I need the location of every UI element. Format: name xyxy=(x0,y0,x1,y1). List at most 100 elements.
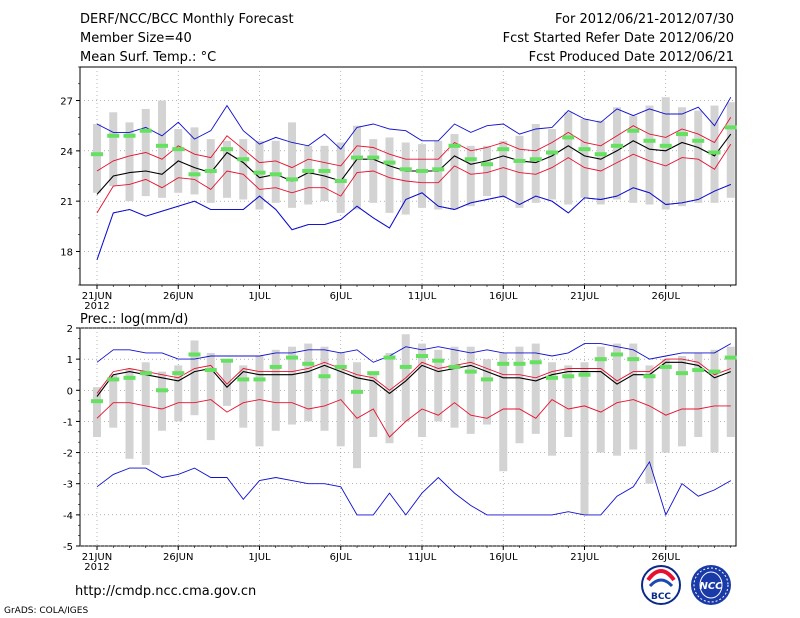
prec-observed-mark xyxy=(221,358,233,363)
temp-series-upper xyxy=(96,96,732,150)
temp-observed-mark xyxy=(253,170,266,175)
prec-member-range-bar xyxy=(726,346,735,437)
temp-member-range-bar xyxy=(596,120,605,205)
temp-member-range-bar xyxy=(629,115,638,203)
temp-member-range-bar xyxy=(418,144,426,208)
prec-observed-mark xyxy=(253,377,266,382)
temp-observed-mark xyxy=(139,128,152,133)
prec-member-range-bar xyxy=(255,356,264,447)
temp-x-tick-label: 21JUL xyxy=(570,291,599,302)
temp-member-range-bar xyxy=(239,139,248,200)
temp-member-range-bar xyxy=(434,140,443,210)
temp-observed-mark xyxy=(546,150,558,155)
prec-series-min xyxy=(96,460,732,517)
prec-member-range-bar xyxy=(661,359,670,453)
prec-observed-mark xyxy=(123,375,136,380)
produced-date: Fcst Produced Date 2012/06/21 xyxy=(529,50,734,65)
prec-observed-mark xyxy=(269,364,282,369)
prec-observed-mark xyxy=(91,399,103,404)
temp-y-tick-label: 24 xyxy=(60,147,73,158)
temp-y-tick-label: 21 xyxy=(60,197,73,208)
prec-observed-mark xyxy=(107,377,120,382)
prec-observed-mark xyxy=(513,361,526,366)
grads-credit: GrADS: COLA/IGES xyxy=(4,606,88,616)
prec-member-range-bar xyxy=(385,352,394,444)
temp-member-range-bar xyxy=(93,124,101,193)
prec-member-range-bar xyxy=(710,349,719,453)
prec-observed-mark xyxy=(594,357,607,362)
prec-observed-mark xyxy=(302,361,315,366)
prec-member-range-bar xyxy=(158,371,166,431)
temp-observed-mark xyxy=(172,147,185,152)
temp-observed-mark xyxy=(107,133,120,138)
prec-x-tick-label: 26JUL xyxy=(651,552,680,563)
temp-observed-mark xyxy=(578,147,591,152)
temp-member-range-bar xyxy=(336,142,345,213)
temp-member-range-bar xyxy=(613,107,621,200)
precipitation-variable-label: Prec.: log(mm/d) xyxy=(80,312,188,327)
temp-observed-mark xyxy=(432,167,445,172)
temp-observed-mark xyxy=(643,138,656,143)
temp-member-range-bar xyxy=(288,122,296,208)
prec-observed-mark xyxy=(367,371,380,376)
temp-x-tick-label: 11JUL xyxy=(408,291,437,302)
prec-x-tick-label: 16JUL xyxy=(489,552,518,563)
temp-member-range-bar xyxy=(645,105,654,205)
prec-y-tick-label: -3 xyxy=(63,480,73,491)
prec-series-max xyxy=(96,343,732,363)
temp-member-range-bar xyxy=(320,145,329,202)
temp-observed-mark xyxy=(318,168,331,173)
prec-member-range-bar xyxy=(271,349,280,431)
temp-member-range-bar xyxy=(515,135,524,208)
temp-observed-mark xyxy=(611,143,623,148)
temp-observed-mark xyxy=(367,155,380,160)
prec-member-range-bar xyxy=(93,387,101,437)
prec-observed-mark xyxy=(578,372,591,377)
bcc-logo: BCC xyxy=(641,565,681,605)
prec-member-range-bar xyxy=(141,362,150,466)
prec-x-tick-label: 21JUL xyxy=(570,552,599,563)
prec-observed-mark xyxy=(529,360,542,365)
prec-member-range-bar xyxy=(190,340,199,416)
prec-observed-mark xyxy=(156,388,168,393)
prec-observed-mark xyxy=(643,374,656,379)
temp-member-range-bar xyxy=(661,97,670,210)
prec-member-range-bar xyxy=(613,343,621,456)
temp-plot-frame xyxy=(79,66,737,286)
temp-member-range-bar xyxy=(694,110,703,203)
temp-series-spread_lo xyxy=(96,143,732,214)
temp-observed-mark xyxy=(188,172,201,177)
prec-x-tick-label: 26JUN xyxy=(163,552,193,563)
prec-observed-mark xyxy=(188,352,201,357)
temp-observed-mark xyxy=(724,125,737,130)
temp-member-range-bar xyxy=(223,140,231,198)
prec-y-tick-label: -2 xyxy=(63,449,73,460)
temp-observed-mark xyxy=(448,143,461,148)
prec-y-tick-label: 2 xyxy=(67,324,73,335)
prec-observed-mark xyxy=(676,371,688,376)
temp-member-range-bar xyxy=(271,140,280,203)
temp-y-tick-label: 18 xyxy=(60,247,73,258)
prec-observed-mark xyxy=(432,358,445,363)
source-url[interactable]: http://cmdp.ncc.cma.gov.cn xyxy=(75,584,256,599)
prec-member-range-bar xyxy=(531,343,540,434)
temp-observed-mark xyxy=(156,143,168,148)
prec-x-tick-label: 6JUL xyxy=(330,552,353,563)
prec-observed-mark xyxy=(318,374,331,379)
prec-member-range-bar xyxy=(125,368,134,459)
precipitation-panel: -5 -4 -3 -2 -1 0 1 2 21JUN 26JUN 1JUL 6JUL 11JUL 16JU… xyxy=(63,324,737,573)
temp-observed-mark xyxy=(481,162,493,167)
temp-series-spread_hi xyxy=(96,117,732,172)
prec-observed-mark xyxy=(481,377,493,382)
temp-observed-mark xyxy=(529,157,542,162)
prec-observed-mark xyxy=(611,352,623,357)
prec-member-range-bar xyxy=(239,365,248,428)
prec-member-range-bar xyxy=(629,343,638,450)
refer-date: Fcst Started Refer Date 2012/06/20 xyxy=(503,31,734,46)
temp-member-range-bar xyxy=(564,112,573,205)
temp-observed-mark xyxy=(676,132,688,137)
prec-member-range-bar xyxy=(694,352,703,437)
temp-x-tick-label: 1JUL xyxy=(248,291,271,302)
temp-x-tick-label: 26JUL xyxy=(651,291,680,302)
temp-member-range-bar xyxy=(483,145,491,197)
